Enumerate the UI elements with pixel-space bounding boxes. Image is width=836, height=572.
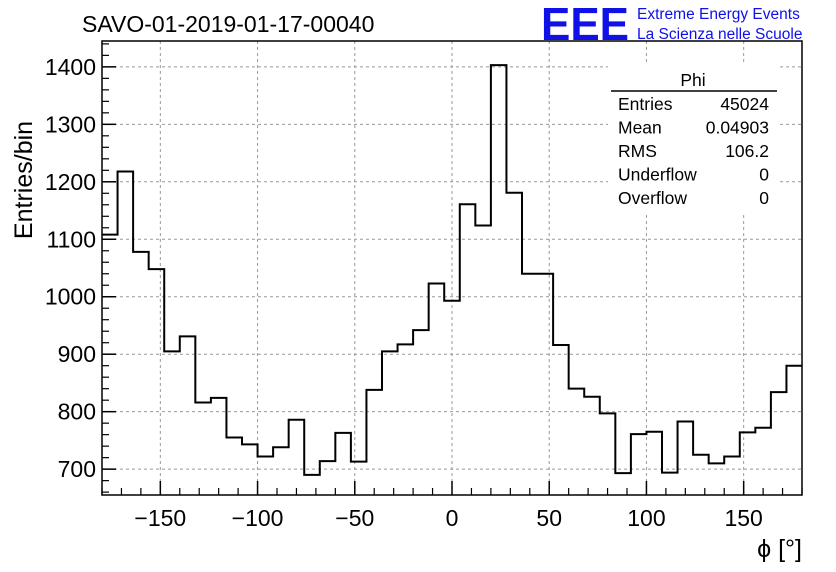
- y-tick-label: 1000: [45, 284, 96, 310]
- x-tick-label: 0: [446, 505, 459, 531]
- y-tick-labels: 700 800 900 1000 1100 1200 1300 1400: [45, 54, 96, 482]
- logo-line-2: La Scienza nelle Scuole: [637, 26, 802, 43]
- x-tick-label: 50: [536, 505, 562, 531]
- axis-ticks: [101, 43, 803, 495]
- y-tick-label: 1200: [45, 169, 96, 195]
- stats-value: 45024: [720, 94, 769, 114]
- chart-title: SAVO-01-2019-01-17-00040: [82, 11, 374, 37]
- y-tick-label: 700: [58, 456, 96, 482]
- y-tick-label: 1300: [45, 111, 96, 137]
- stats-rows: Entries 45024 Mean 0.04903 RMS 106.2 Underflow…: [618, 94, 769, 208]
- stats-label: Entries: [618, 94, 673, 114]
- y-tick-label: 800: [58, 399, 96, 425]
- stats-label: Mean: [618, 118, 662, 138]
- x-tick-label: 100: [627, 505, 665, 531]
- stats-label: Overflow: [618, 188, 687, 208]
- logo-line-1: Extreme Energy Events: [637, 6, 800, 23]
- histogram-series: [102, 64, 802, 476]
- stats-value: 0: [759, 165, 769, 185]
- stats-box: Phi Entries 45024 Mean 0.04903 RMS 106.2 Under…: [608, 64, 778, 214]
- stats-value: 0.04903: [706, 118, 769, 138]
- stats-label: RMS: [618, 141, 657, 161]
- x-tick-label: −50: [335, 505, 374, 531]
- y-tick-label: 1100: [47, 226, 96, 252]
- x-tick-label: −100: [232, 505, 284, 531]
- x-tick-labels: −150 −100 −50 0 50 100 150: [134, 505, 762, 531]
- eee-logo-mark: EEE: [541, 0, 629, 50]
- y-tick-label: 900: [58, 341, 96, 367]
- stats-label: Underflow: [618, 165, 697, 185]
- y-axis-title: Entries/bin: [10, 121, 38, 239]
- stats-value: 106.2: [725, 141, 769, 161]
- x-tick-label: 150: [724, 505, 762, 531]
- x-axis-title: ϕ [°]: [757, 535, 802, 563]
- x-tick-label: −150: [134, 505, 186, 531]
- stats-title: Phi: [680, 70, 705, 90]
- plot-area: −150 −100 −50 0 50 100 150 700 800 900 1000 1100 12…: [45, 40, 803, 531]
- y-tick-label: 1400: [45, 54, 96, 80]
- stats-value: 0: [759, 188, 769, 208]
